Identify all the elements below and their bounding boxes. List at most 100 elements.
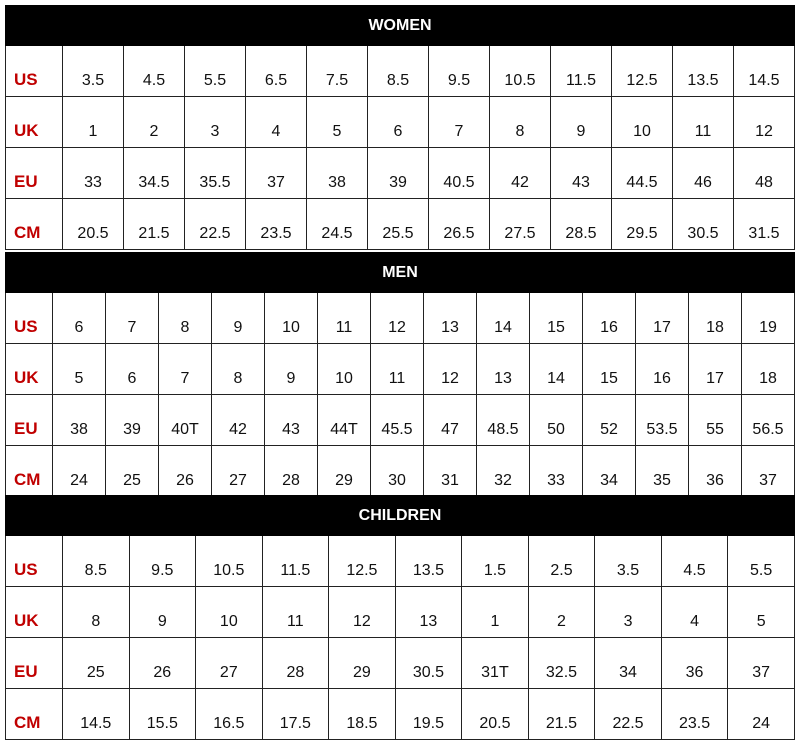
size-cell: 10 xyxy=(195,586,263,638)
size-cell: 9 xyxy=(211,292,265,344)
size-cell: 11 xyxy=(261,586,330,638)
size-cell: 56.5 xyxy=(741,394,795,446)
size-cell: 19.5 xyxy=(394,688,463,740)
table-row: CM 14.5 15.5 16.5 17.5 18.5 19.5 20.5 21.5 22.5 23… xyxy=(5,688,795,740)
size-cell: 47 xyxy=(423,394,477,446)
size-cell: 12 xyxy=(328,586,396,638)
table-row: US 8.5 9.5 10.5 11.5 12.5 13.5 1.5 2.5 3.5 4.5 5.5 xyxy=(5,535,795,587)
size-cell: 29 xyxy=(328,637,396,689)
size-cell: 27 xyxy=(195,637,263,689)
size-cell: 37 xyxy=(727,637,795,689)
size-cell: 11 xyxy=(672,96,734,148)
size-cell: 18.5 xyxy=(328,688,396,740)
size-cell: 18 xyxy=(688,292,742,344)
size-cell: 1 xyxy=(62,96,124,148)
size-cell: 2 xyxy=(123,96,185,148)
size-cell: 5 xyxy=(727,586,795,638)
men-table-title: MEN xyxy=(5,252,795,293)
table-row: EU 25 26 27 28 29 30.5 31T 32.5 34 36 37 xyxy=(5,637,795,689)
size-cell: 25.5 xyxy=(367,198,429,250)
size-cell: 20.5 xyxy=(461,688,529,740)
size-cell: 38 xyxy=(306,147,368,199)
size-cell: 12 xyxy=(423,343,477,395)
row-label: US xyxy=(5,292,53,344)
row-label: UK xyxy=(5,343,53,395)
size-cell: 15 xyxy=(582,343,636,395)
women-size-table: WOMEN US 3.5 4.5 5.5 6.5 7.5 8.5 9.5 10.5 11.5 12.5… xyxy=(5,5,795,250)
size-cell: 4 xyxy=(660,586,729,638)
size-cell: 8.5 xyxy=(367,45,429,97)
size-cell: 35.5 xyxy=(184,147,246,199)
size-cell: 2 xyxy=(527,586,596,638)
size-cell: 9.5 xyxy=(428,45,490,97)
size-cell: 13 xyxy=(394,586,463,638)
size-cell: 14 xyxy=(476,292,530,344)
size-cell: 28 xyxy=(264,445,318,497)
size-cell: 28 xyxy=(261,637,330,689)
men-size-table: MEN US 6 7 8 9 10 11 12 13 14 15 16 17 18 19 UK 5 6 7 8 9 10 11… xyxy=(5,252,795,497)
size-cell: 13 xyxy=(423,292,477,344)
size-cell: 44T xyxy=(317,394,371,446)
size-cell: 24.5 xyxy=(306,198,368,250)
table-row: UK 1 2 3 4 5 6 7 8 9 10 11 12 xyxy=(5,96,795,148)
size-cell: 3.5 xyxy=(594,535,662,587)
size-cell: 15 xyxy=(529,292,583,344)
size-cell: 10 xyxy=(317,343,371,395)
size-cell: 42 xyxy=(489,147,551,199)
size-cell: 26 xyxy=(158,445,212,497)
size-cell: 42 xyxy=(211,394,265,446)
size-cell: 30.5 xyxy=(394,637,463,689)
size-cell: 26 xyxy=(128,637,197,689)
size-cell: 36 xyxy=(688,445,742,497)
size-cell: 23.5 xyxy=(660,688,729,740)
size-cell: 11.5 xyxy=(261,535,330,587)
size-cell: 55 xyxy=(688,394,742,446)
size-cell: 1 xyxy=(461,586,529,638)
size-cell: 27.5 xyxy=(489,198,551,250)
size-cell: 46 xyxy=(672,147,734,199)
size-cell: 3.5 xyxy=(62,45,124,97)
table-row: UK 5 6 7 8 9 10 11 12 13 14 15 16 17 18 xyxy=(5,343,795,395)
size-cell: 7 xyxy=(428,96,490,148)
row-label: EU xyxy=(5,147,63,199)
size-cell: 48 xyxy=(733,147,795,199)
size-cell: 8.5 xyxy=(62,535,130,587)
size-cell: 37 xyxy=(741,445,795,497)
size-cell: 40T xyxy=(158,394,212,446)
row-label: US xyxy=(5,535,63,587)
size-cell: 31 xyxy=(423,445,477,497)
size-cell: 31.5 xyxy=(733,198,795,250)
size-cell: 4.5 xyxy=(123,45,185,97)
row-label: CM xyxy=(5,688,63,740)
size-cell: 50 xyxy=(529,394,583,446)
size-cell: 3 xyxy=(184,96,246,148)
size-cell: 52 xyxy=(582,394,636,446)
size-cell: 14 xyxy=(529,343,583,395)
size-cell: 32.5 xyxy=(527,637,596,689)
row-label: CM xyxy=(5,445,53,497)
size-cell: 22.5 xyxy=(184,198,246,250)
children-table-title: CHILDREN xyxy=(5,495,795,536)
table-row: UK 8 9 10 11 12 13 1 2 3 4 5 xyxy=(5,586,795,638)
size-cell: 36 xyxy=(660,637,729,689)
table-row: US 3.5 4.5 5.5 6.5 7.5 8.5 9.5 10.5 11.5 12.5 13.5 1… xyxy=(5,45,795,97)
size-cell: 10.5 xyxy=(489,45,551,97)
size-cell: 32 xyxy=(476,445,530,497)
size-cell: 13.5 xyxy=(394,535,463,587)
size-cell: 33 xyxy=(62,147,124,199)
size-cell: 26.5 xyxy=(428,198,490,250)
size-cell: 31T xyxy=(461,637,529,689)
size-cell: 40.5 xyxy=(428,147,490,199)
table-row: US 6 7 8 9 10 11 12 13 14 15 16 17 18 19 xyxy=(5,292,795,344)
size-cell: 28.5 xyxy=(550,198,612,250)
size-cell: 34 xyxy=(594,637,662,689)
size-cell: 19 xyxy=(741,292,795,344)
row-label: EU xyxy=(5,637,63,689)
size-cell: 30 xyxy=(370,445,424,497)
size-cell: 7 xyxy=(158,343,212,395)
size-cell: 17.5 xyxy=(261,688,330,740)
women-table-title: WOMEN xyxy=(5,5,795,46)
size-cell: 21.5 xyxy=(123,198,185,250)
size-cell: 5 xyxy=(52,343,106,395)
size-cell: 17 xyxy=(688,343,742,395)
